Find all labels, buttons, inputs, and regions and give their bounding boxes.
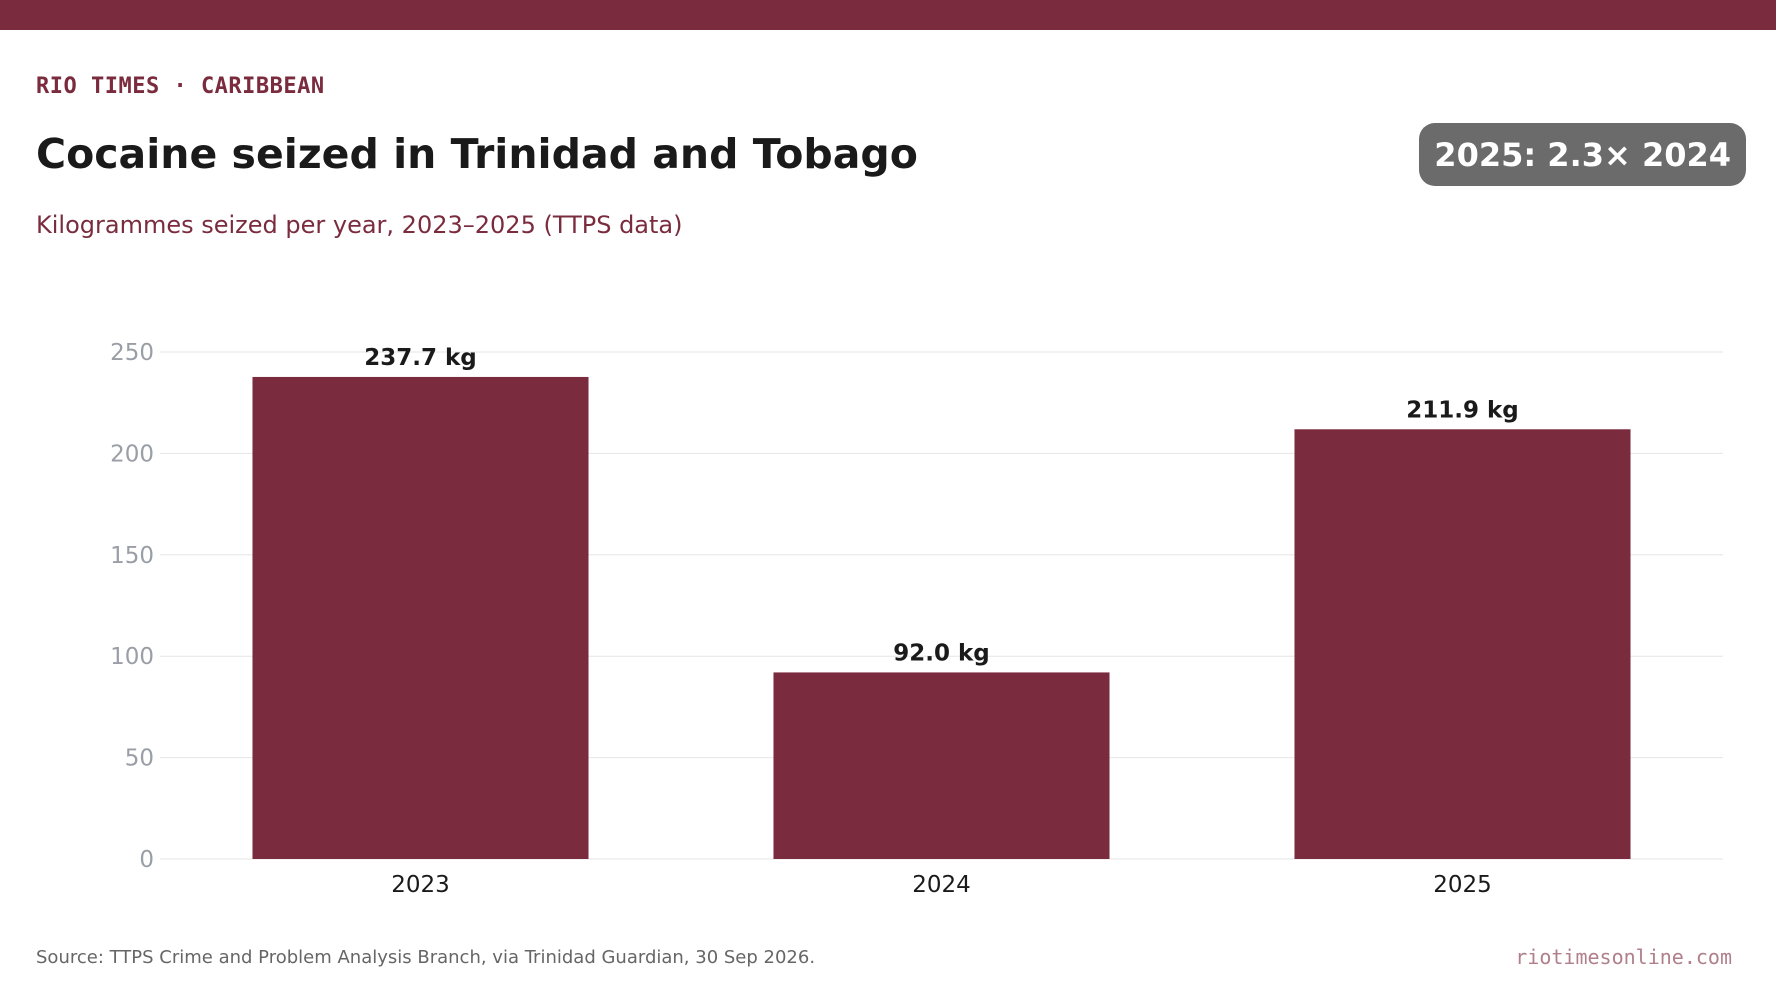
y-tick-label: 100 <box>110 644 154 670</box>
y-tick-label: 150 <box>110 543 154 569</box>
bar-2023 <box>252 376 589 859</box>
data-label-2023: 237.7 kg <box>364 345 477 371</box>
y-tick-label: 0 <box>139 847 154 873</box>
source-note: Source: TTPS Crime and Problem Analysis … <box>36 947 816 968</box>
site-url: riotimesonline.com <box>1515 945 1732 969</box>
chart-subtitle: Kilogrammes seized per year, 2023–2025 (… <box>36 211 683 239</box>
kicker: RIO TIMES · CARIBBEAN <box>36 74 325 99</box>
chart-title: Cocaine seized in Trinidad and Tobago <box>36 130 918 178</box>
top-accent-bar <box>0 0 1776 30</box>
x-axis-ticks: 2023 2024 2025 <box>391 872 1492 898</box>
bars <box>252 376 1631 859</box>
y-axis-ticks: 0 50 100 150 200 250 <box>110 340 154 873</box>
data-labels: 237.7 kg 92.0 kg 211.9 kg <box>364 345 1519 666</box>
y-tick-label: 250 <box>110 340 154 366</box>
bar-2024 <box>773 672 1110 859</box>
data-label-2024: 92.0 kg <box>893 640 990 666</box>
bar-2025 <box>1294 429 1631 859</box>
y-tick-label: 200 <box>110 441 154 467</box>
x-tick-label-2024: 2024 <box>912 872 971 898</box>
data-label-2025: 211.9 kg <box>1406 397 1519 423</box>
comparison-badge: 2025: 2.3× 2024 <box>1419 123 1746 186</box>
x-tick-label-2025: 2025 <box>1433 872 1492 898</box>
x-tick-label-2023: 2023 <box>391 872 450 898</box>
y-tick-label: 50 <box>125 746 154 772</box>
